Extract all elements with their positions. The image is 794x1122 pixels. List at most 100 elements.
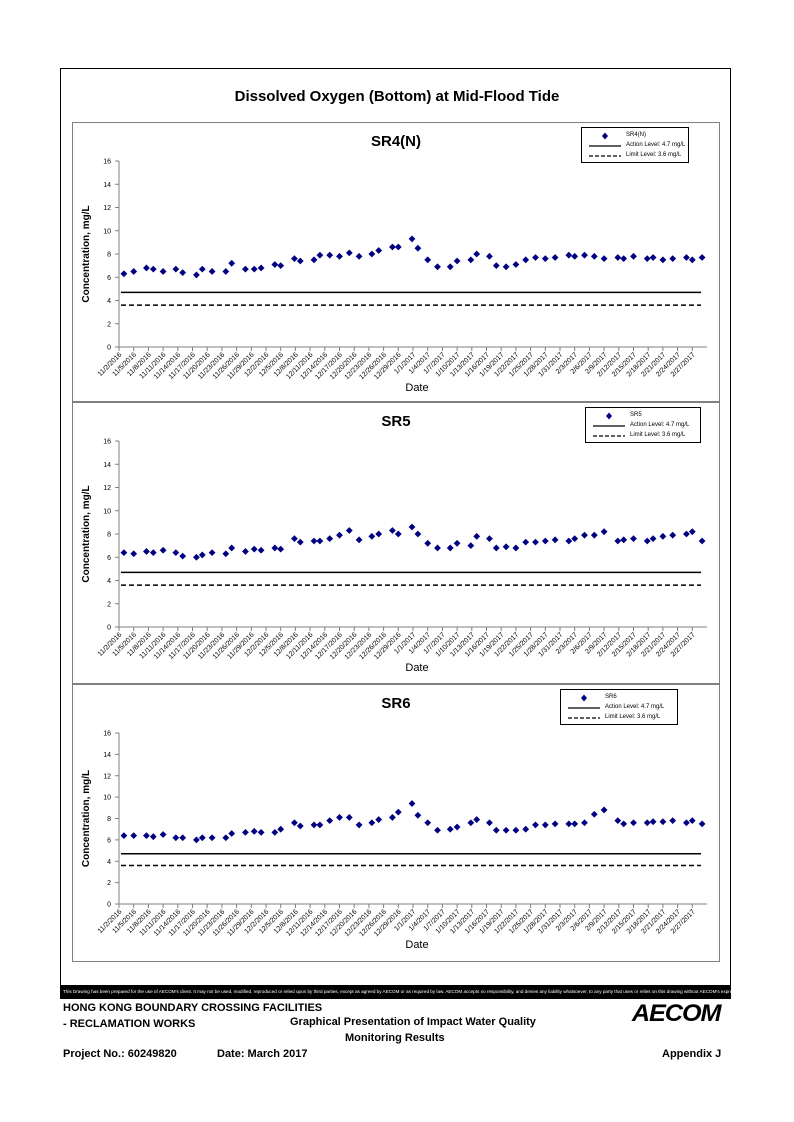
data-point bbox=[326, 817, 334, 825]
data-point bbox=[277, 825, 285, 833]
data-point bbox=[310, 821, 318, 829]
data-point bbox=[257, 546, 265, 554]
data-point bbox=[581, 251, 588, 259]
data-point bbox=[486, 535, 493, 543]
data-point bbox=[172, 265, 180, 273]
data-point bbox=[198, 834, 206, 842]
y-tick-label: 2 bbox=[107, 601, 111, 608]
data-point bbox=[669, 255, 677, 263]
y-tick-label: 6 bbox=[107, 275, 111, 282]
data-point bbox=[120, 832, 128, 839]
y-tick-label: 8 bbox=[107, 252, 111, 259]
data-point bbox=[565, 251, 573, 259]
page-title: Dissolved Oxygen (Bottom) at Mid-Flood T… bbox=[234, 88, 560, 105]
data-point bbox=[296, 538, 304, 546]
y-tick-label: 8 bbox=[107, 532, 111, 539]
data-point bbox=[355, 536, 363, 544]
data-point bbox=[551, 820, 559, 828]
data-point bbox=[698, 537, 706, 545]
y-tick-label: 14 bbox=[103, 752, 111, 759]
legend: SR5 Action Level: 4.7 mg/L Limit Level: … bbox=[585, 407, 701, 443]
data-point bbox=[271, 544, 279, 552]
data-point bbox=[522, 825, 530, 833]
data-point bbox=[614, 537, 622, 545]
y-tick-label: 4 bbox=[107, 298, 111, 305]
data-point bbox=[565, 820, 573, 828]
data-point bbox=[414, 530, 422, 538]
data-point bbox=[345, 527, 353, 534]
y-tick-label: 4 bbox=[107, 859, 111, 866]
data-point bbox=[242, 265, 249, 273]
y-tick-label: 6 bbox=[107, 555, 111, 562]
data-point bbox=[502, 263, 510, 271]
data-point bbox=[512, 826, 520, 834]
data-point bbox=[649, 535, 657, 543]
document-date: Date: March 2017 bbox=[217, 1048, 308, 1060]
y-tick-label: 16 bbox=[103, 731, 111, 738]
data-point bbox=[228, 544, 236, 552]
legend-item-action-level: Action Level: 4.7 mg/L bbox=[568, 704, 665, 710]
y-tick-label: 6 bbox=[107, 837, 111, 844]
data-point bbox=[179, 269, 187, 276]
y-tick-label: 14 bbox=[103, 182, 111, 189]
data-point bbox=[389, 527, 396, 534]
data-point bbox=[502, 543, 510, 551]
y-tick-label: 10 bbox=[103, 795, 111, 802]
data-point bbox=[492, 826, 500, 834]
project-name-line1: HONG KONG BOUNDARY CROSSING FACILITIES bbox=[63, 1002, 323, 1014]
chart-title: SR4(N) bbox=[370, 133, 421, 150]
chart-title: SR6 bbox=[381, 695, 411, 712]
data-point bbox=[159, 268, 167, 275]
data-point bbox=[467, 819, 475, 827]
data-point bbox=[149, 265, 157, 273]
data-point bbox=[375, 530, 383, 538]
data-point bbox=[120, 549, 128, 556]
y-tick-label: 12 bbox=[103, 205, 111, 212]
data-point bbox=[316, 821, 324, 829]
x-axis-label: Date bbox=[405, 382, 428, 394]
data-point bbox=[467, 542, 475, 550]
chart-sr5: 024681012141611/2/201611/5/201611/8/2016… bbox=[81, 439, 707, 674]
data-point bbox=[643, 255, 651, 263]
data-point bbox=[408, 235, 416, 243]
data-point bbox=[326, 251, 334, 259]
data-point bbox=[250, 265, 258, 273]
data-point bbox=[242, 828, 249, 836]
chart-sr6: 024681012141611/2/201611/5/201611/8/2016… bbox=[81, 731, 707, 951]
data-point bbox=[355, 821, 363, 829]
legend-item-series: SR6 bbox=[561, 693, 677, 703]
data-point bbox=[522, 538, 530, 546]
data-point bbox=[698, 820, 706, 828]
data-point bbox=[473, 816, 481, 823]
legend-item-limit-level: Limit Level: 3.6 mg/L bbox=[593, 432, 686, 438]
data-point bbox=[375, 247, 383, 254]
disclaimer-bar: This Drawing has been prepared for the u… bbox=[60, 985, 731, 999]
data-point bbox=[473, 532, 481, 540]
data-point bbox=[620, 255, 628, 263]
data-point bbox=[291, 819, 298, 827]
data-point bbox=[620, 820, 628, 828]
data-point bbox=[310, 256, 318, 264]
legend-item-action-level: Action Level: 4.7 mg/L bbox=[593, 422, 690, 428]
data-point bbox=[502, 826, 510, 834]
data-point bbox=[486, 819, 493, 827]
data-point bbox=[159, 831, 167, 838]
data-point bbox=[565, 537, 573, 545]
data-point bbox=[683, 530, 690, 538]
data-point bbox=[541, 821, 549, 829]
data-point bbox=[389, 243, 396, 251]
data-point bbox=[271, 261, 279, 268]
legend-item-limit-level: Limit Level: 3.6 mg/L bbox=[589, 152, 682, 158]
data-point bbox=[316, 251, 324, 259]
data-point bbox=[600, 255, 608, 263]
data-point bbox=[473, 250, 481, 258]
data-point bbox=[414, 811, 422, 819]
y-tick-label: 12 bbox=[103, 485, 111, 492]
data-point bbox=[389, 814, 396, 821]
data-point bbox=[291, 535, 298, 543]
y-axis-label: Concentration, mg/L bbox=[81, 485, 92, 582]
data-point bbox=[172, 549, 180, 556]
data-point bbox=[130, 832, 138, 839]
data-point bbox=[512, 544, 520, 552]
data-point bbox=[424, 256, 432, 264]
